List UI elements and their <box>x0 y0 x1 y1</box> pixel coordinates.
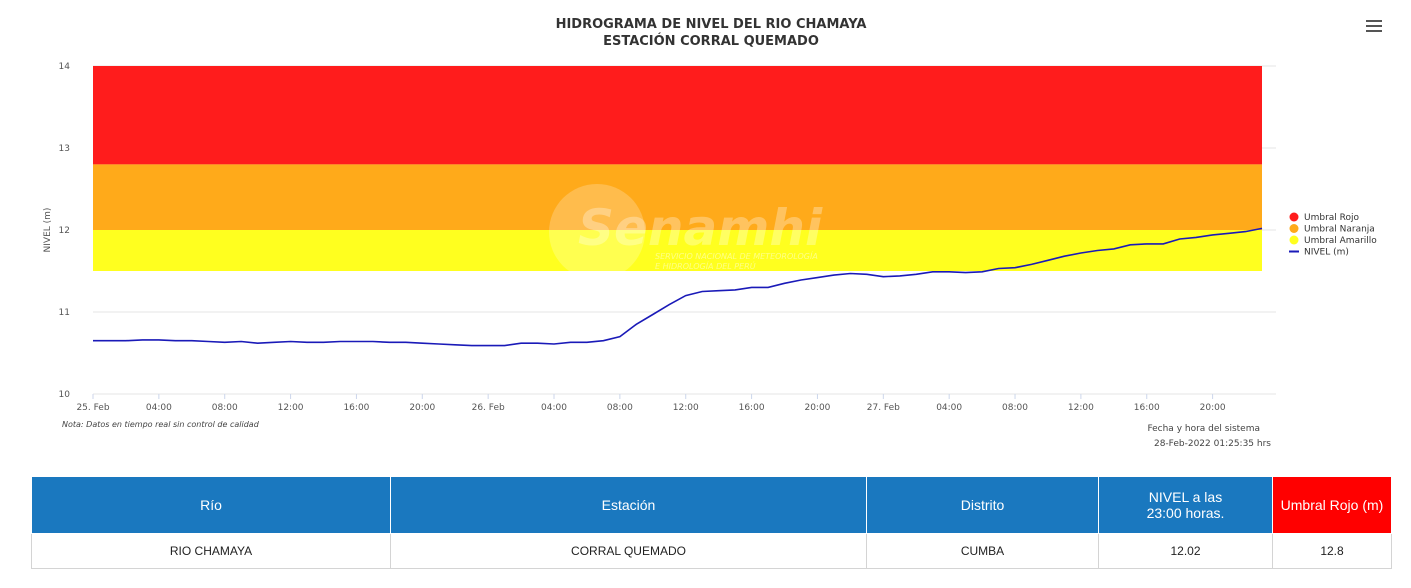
legend-marker-circle <box>1289 224 1299 233</box>
x-tick-label: 04:00 <box>936 403 962 413</box>
cell-distrito: CUMBA <box>866 533 1099 569</box>
hydrograph-chart: Senamhi SERVICIO NACIONAL DE METEOROLOGÍA… <box>43 17 1382 449</box>
menu-icon[interactable] <box>1366 20 1382 34</box>
x-tick-label: 04:00 <box>146 403 172 413</box>
x-tick-label: 04:00 <box>541 403 567 413</box>
x-tick-label: 08:00 <box>607 403 633 413</box>
header-umbral-rojo: Umbral Rojo (m) <box>1272 476 1392 534</box>
band-umbral-rojo <box>93 66 1262 165</box>
x-tick-label: 16:00 <box>1134 403 1160 413</box>
legend-item-label: Umbral Amarillo <box>1304 236 1377 246</box>
watermark-line2: E HIDROLOGÍA DEL PERÚ <box>655 260 756 271</box>
chart-title: HIDROGRAMA DE NIVEL DEL RIO CHAMAYA <box>556 17 867 32</box>
legend-item-label: NIVEL (m) <box>1304 248 1349 258</box>
band-umbral-naranja <box>93 164 1262 230</box>
timestamp-value: 28-Feb-2022 01:25:35 hrs <box>1154 439 1271 449</box>
table-header-row: Río Estación Distrito NIVEL a las 23:00 … <box>31 476 1392 534</box>
timestamp-label: Fecha y hora del sistema <box>1147 424 1260 434</box>
cell-rio: RIO CHAMAYA <box>31 533 391 569</box>
x-tick-label: 26. Feb <box>472 403 505 413</box>
x-tick-label: 16:00 <box>739 403 765 413</box>
x-tick-label: 25. Feb <box>76 403 109 413</box>
station-table: Río Estación Distrito NIVEL a las 23:00 … <box>31 476 1392 569</box>
y-axis-label: NIVEL (m) <box>43 208 53 253</box>
y-tick-label: 12 <box>59 226 70 236</box>
chart-note: Nota: Datos en tiempo real sin control d… <box>62 420 260 429</box>
table-row: RIO CHAMAYA CORRAL QUEMADO CUMBA 12.02 1… <box>31 533 1392 569</box>
x-tick-label: 12:00 <box>1068 403 1094 413</box>
x-tick-label: 16:00 <box>343 403 369 413</box>
y-tick-label: 14 <box>59 62 71 72</box>
y-tick-label: 13 <box>59 144 70 154</box>
watermark-line1: SERVICIO NACIONAL DE METEOROLOGÍA <box>655 250 818 261</box>
header-nivel: NIVEL a las 23:00 horas. <box>1098 476 1273 534</box>
header-nivel-line2: 23:00 horas. <box>1146 505 1225 521</box>
x-tick-label: 20:00 <box>804 403 830 413</box>
cell-umbral: 12.8 <box>1272 533 1392 569</box>
x-tick-label: 20:00 <box>1200 403 1226 413</box>
header-estacion: Estación <box>390 476 867 534</box>
cell-nivel: 12.02 <box>1098 533 1273 569</box>
watermark-sun-icon <box>549 184 645 280</box>
header-rio: Río <box>31 476 391 534</box>
series-line-nivel <box>93 227 1263 347</box>
watermark-brand: Senamhi <box>578 199 823 257</box>
x-tick-label: 08:00 <box>1002 403 1028 413</box>
x-tick-label: 20:00 <box>409 403 435 413</box>
y-tick-label: 11 <box>59 308 70 318</box>
band-umbral-amarillo <box>93 230 1262 271</box>
legend-item-label: Umbral Naranja <box>1304 225 1375 235</box>
x-tick-label: 12:00 <box>673 403 699 413</box>
cell-estacion: CORRAL QUEMADO <box>390 533 867 569</box>
header-nivel-line1: NIVEL a las <box>1148 489 1223 505</box>
x-tick-label: 12:00 <box>278 403 304 413</box>
y-tick-label: 10 <box>59 390 71 400</box>
legend-marker-circle <box>1289 212 1299 222</box>
chart-subtitle: ESTACIÓN CORRAL QUEMADO <box>603 33 819 49</box>
x-tick-label: 08:00 <box>212 403 238 413</box>
legend-item-label: Umbral Rojo <box>1304 213 1360 223</box>
x-tick-label: 27. Feb <box>867 403 900 413</box>
legend-marker-circle <box>1289 235 1299 245</box>
header-distrito: Distrito <box>866 476 1099 534</box>
